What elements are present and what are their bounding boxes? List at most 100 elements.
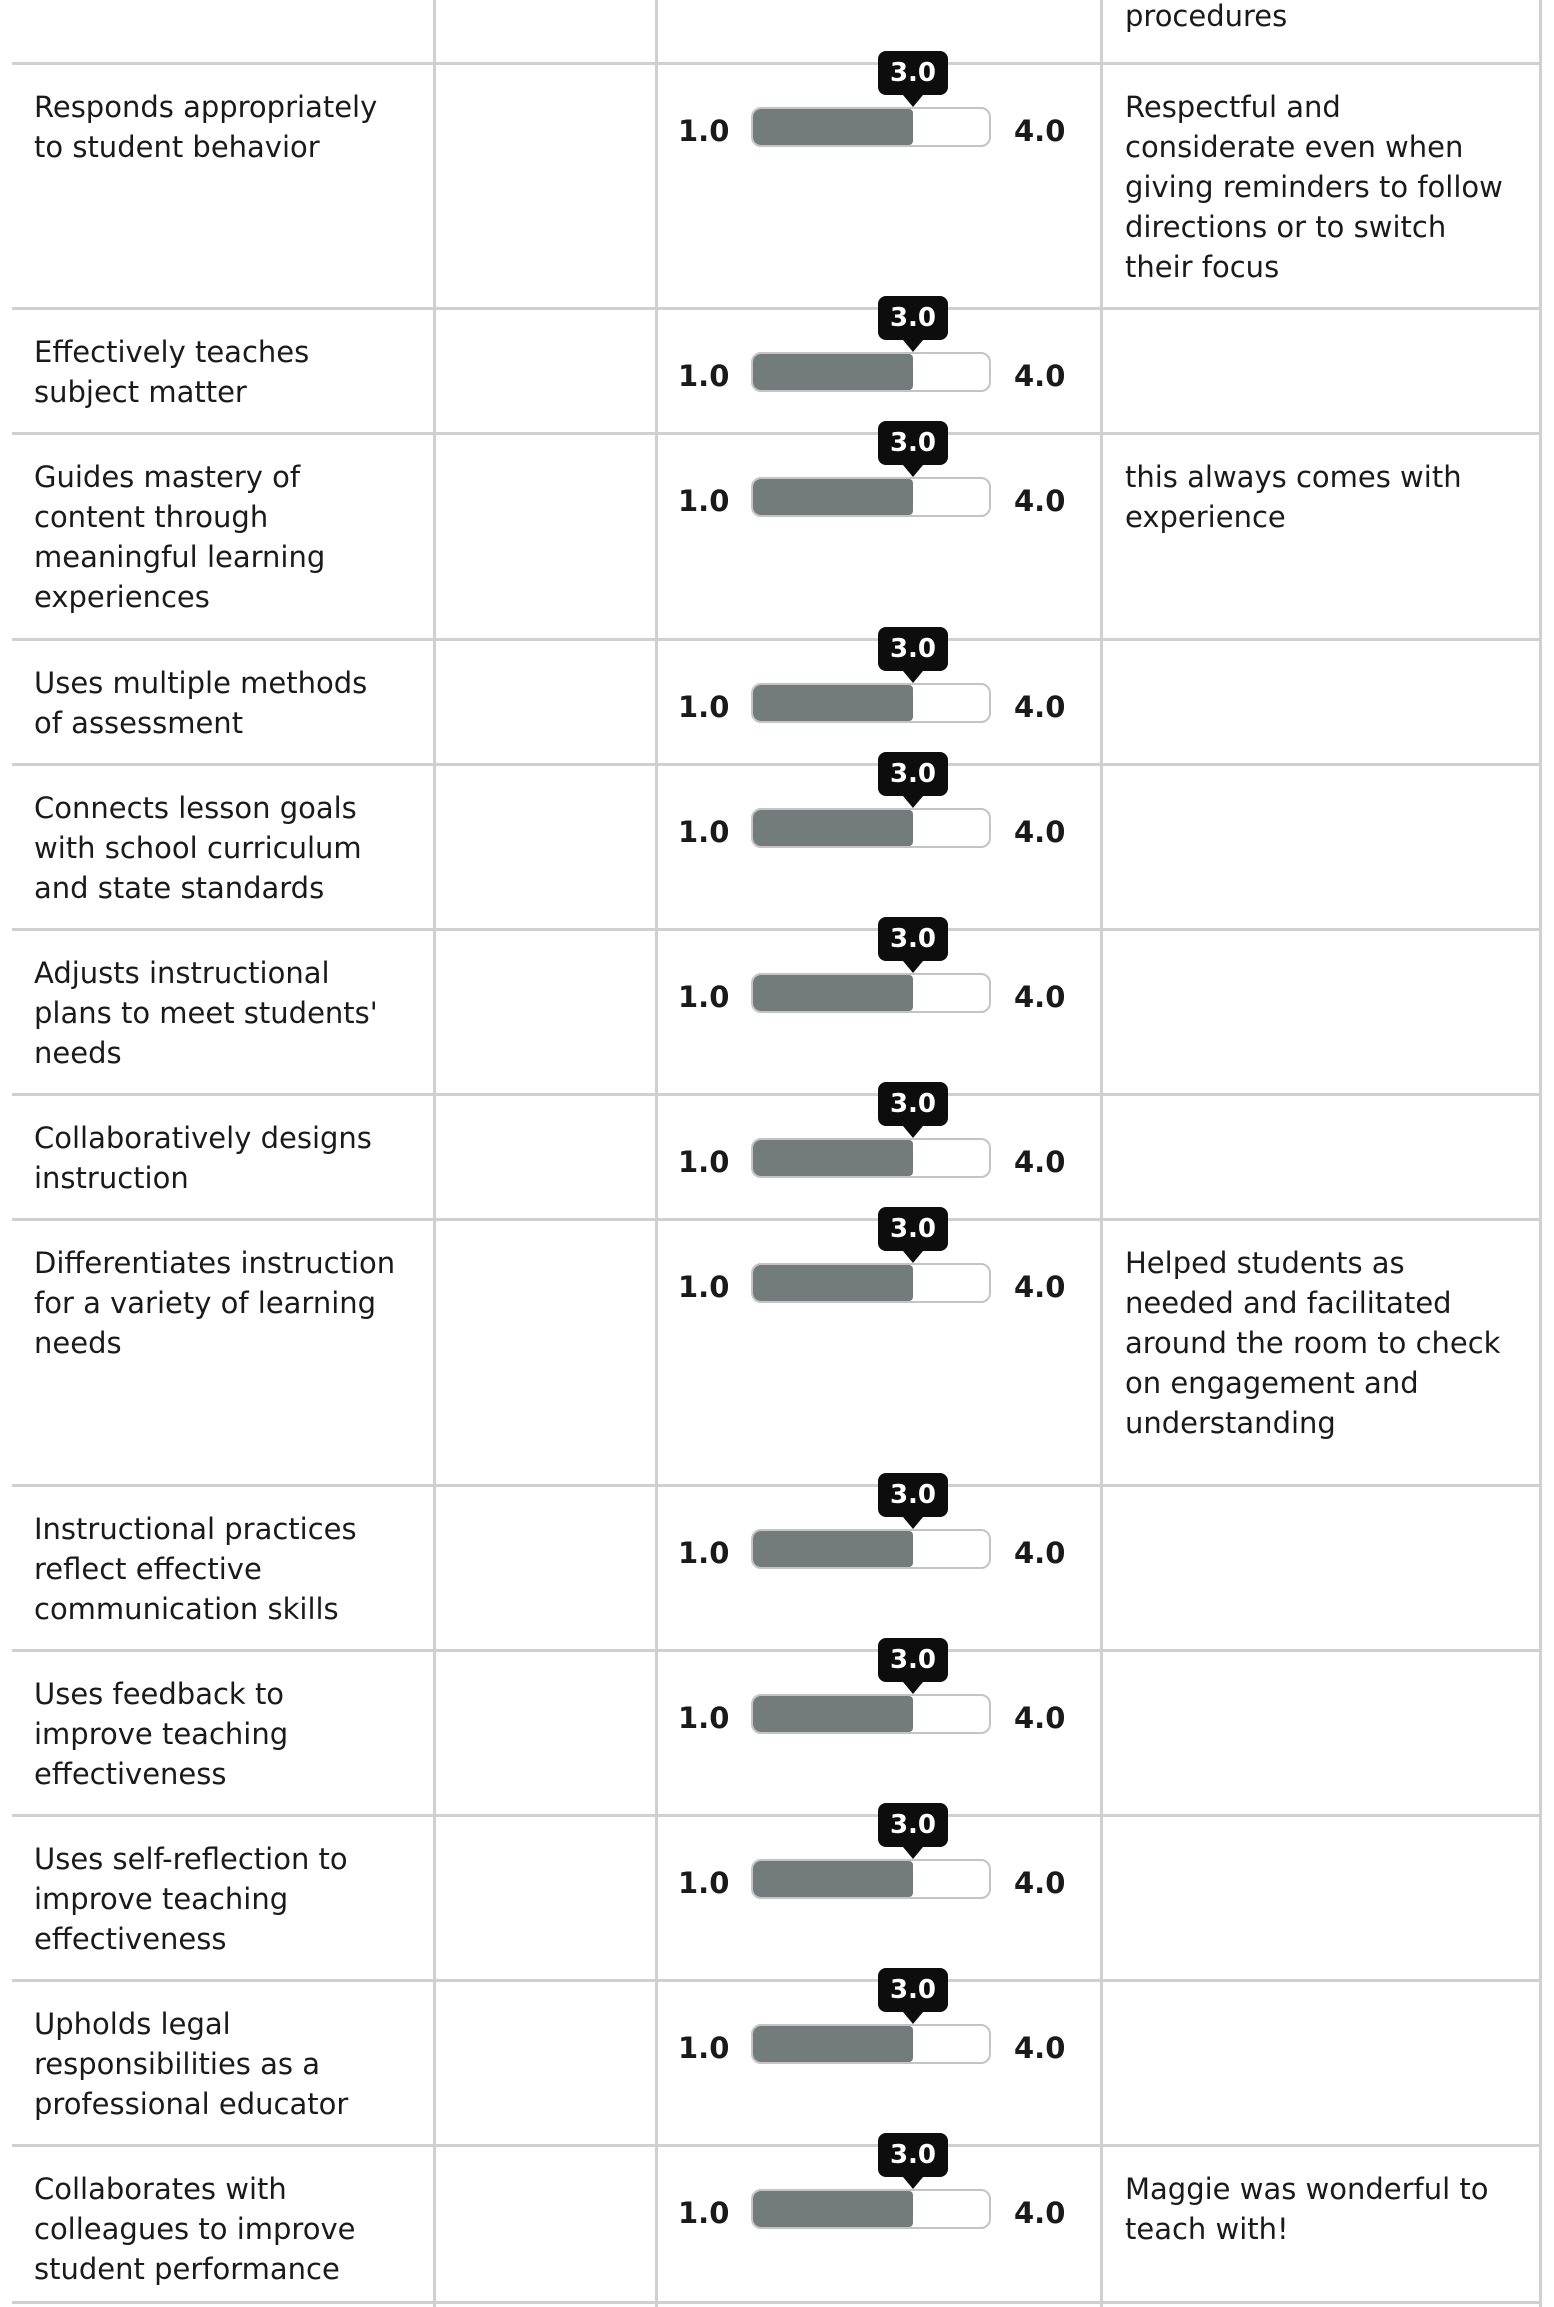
comment-text: procedures <box>1125 0 1288 33</box>
slider-fill <box>753 975 913 1011</box>
scale-max-label: 4.0 <box>1014 1270 1066 1304</box>
rating-slider[interactable]: 1.0 3.0 4.0 <box>658 2133 1103 2247</box>
scale-max-label: 4.0 <box>1014 815 1066 849</box>
slider-fill <box>753 479 913 515</box>
slider-track[interactable]: 3.0 <box>751 917 991 1013</box>
slider-fill <box>753 685 913 721</box>
slider-track[interactable]: 3.0 <box>751 1473 991 1569</box>
comment-cell <box>1100 931 1542 1093</box>
slider-track[interactable]: 3.0 <box>751 627 991 723</box>
slider-track[interactable]: 3.0 <box>751 421 991 517</box>
criterion-cell: Guides mastery of content through meanin… <box>12 435 433 638</box>
rating-slider[interactable]: 1.0 3.0 4.0 <box>658 421 1103 535</box>
rating-slider[interactable]: 1.0 3.0 4.0 <box>658 1473 1103 1587</box>
scale-max-label: 4.0 <box>1014 1701 1066 1735</box>
slider-fill <box>753 2026 913 2062</box>
rating-cell: 1.0 3.0 4.0 <box>655 917 1103 1093</box>
rating-slider[interactable]: 1.0 3.0 4.0 <box>658 1968 1103 2082</box>
slider-track[interactable]: 3.0 <box>751 296 991 392</box>
rating-cell: 1.0 3.0 4.0 <box>655 1803 1103 1979</box>
criterion-label: Collaborates with colleagues to improve … <box>34 2172 356 2286</box>
rating-slider[interactable]: 1.0 3.0 4.0 <box>658 51 1103 165</box>
spacer-cell <box>433 310 655 432</box>
comment-cell <box>1100 1487 1542 1649</box>
rating-cell: 1.0 3.0 4.0 <box>655 1473 1103 1649</box>
rating-slider[interactable]: 1.0 3.0 4.0 <box>658 917 1103 1031</box>
rating-cell: 1.0 3.0 4.0 <box>655 1638 1103 1814</box>
slider-track[interactable]: 3.0 <box>751 1638 991 1734</box>
rating-slider[interactable]: 1.0 3.0 4.0 <box>658 1638 1103 1752</box>
rating-slider[interactable]: 1.0 3.0 4.0 <box>658 627 1103 741</box>
criterion-label: Uses multiple methods of assessment <box>34 666 368 740</box>
spacer-cell <box>433 2147 655 2307</box>
spacer-cell <box>433 65 655 307</box>
criterion-cell: Uses multiple methods of assessment <box>12 641 433 763</box>
table-row: Uses multiple methods of assessment 1.0 3.… <box>12 627 1542 763</box>
scale-min-label: 1.0 <box>678 980 730 1014</box>
table-row: Uses feedback to improve teaching effect… <box>12 1638 1542 1814</box>
slider-fill <box>753 2191 913 2227</box>
scale-min-label: 1.0 <box>678 359 730 393</box>
comment-cell: Helped students as needed and facilitate… <box>1100 1221 1542 1484</box>
scale-min-label: 1.0 <box>678 2196 730 2230</box>
table-row: Instructional practices reflect effectiv… <box>12 1473 1542 1649</box>
criterion-label: Upholds legal responsibilities as a prof… <box>34 2007 349 2121</box>
comment-cell <box>1100 766 1542 928</box>
criterion-cell: Instructional practices reflect effectiv… <box>12 1487 433 1649</box>
rating-slider[interactable]: 1.0 3.0 4.0 <box>658 752 1103 866</box>
table-row: Connects lesson goals with school curric… <box>12 752 1542 928</box>
rating-cell <box>655 0 1100 62</box>
scale-min-label: 1.0 <box>678 1701 730 1735</box>
comment-cell <box>1100 310 1542 432</box>
rating-value-tooltip: 3.0 <box>878 421 948 477</box>
slider-fill <box>753 1265 913 1301</box>
rating-cell: 1.0 3.0 4.0 <box>655 627 1103 763</box>
comment-cell: this always comes with experience <box>1100 435 1542 638</box>
scale-min-label: 1.0 <box>678 1145 730 1179</box>
criterion-cell: Responds appropriately to student behavi… <box>12 65 433 307</box>
criterion-label: Adjusts instructional plans to meet stud… <box>34 956 378 1070</box>
slider-track[interactable]: 3.0 <box>751 1803 991 1899</box>
table-row: Adjusts instructional plans to meet stud… <box>12 917 1542 1093</box>
rating-cell: 1.0 3.0 4.0 <box>655 1082 1103 1218</box>
slider-fill <box>753 1531 913 1567</box>
slider-track[interactable]: 3.0 <box>751 1207 991 1303</box>
slider-track[interactable]: 3.0 <box>751 752 991 848</box>
scale-min-label: 1.0 <box>678 1536 730 1570</box>
comment-cell <box>1100 1982 1542 2144</box>
rating-slider[interactable]: 1.0 3.0 4.0 <box>658 1803 1103 1917</box>
slider-track[interactable]: 3.0 <box>751 1082 991 1178</box>
spacer-cell <box>433 1487 655 1649</box>
slider-track[interactable]: 3.0 <box>751 2133 991 2229</box>
table-row: Responds appropriately to student behavi… <box>12 51 1542 307</box>
comment-cell <box>1100 1817 1542 1979</box>
scale-max-label: 4.0 <box>1014 2031 1066 2065</box>
slider-track[interactable]: 3.0 <box>751 51 991 147</box>
rating-value-tooltip: 3.0 <box>878 1803 948 1859</box>
criterion-cell <box>12 0 433 62</box>
slider-fill <box>753 354 913 390</box>
criterion-label: Instructional practices reflect effectiv… <box>34 1512 357 1626</box>
comment-cell: Maggie was wonderful to teach with! <box>1100 2147 1542 2307</box>
rating-slider[interactable]: 1.0 3.0 4.0 <box>658 1207 1103 1321</box>
rating-slider[interactable]: 1.0 3.0 4.0 <box>658 296 1103 410</box>
slider-fill <box>753 109 913 145</box>
rating-value-tooltip: 3.0 <box>878 752 948 808</box>
rating-slider[interactable]: 1.0 3.0 4.0 <box>658 1082 1103 1196</box>
rating-cell: 1.0 3.0 4.0 <box>655 2133 1103 2307</box>
slider-fill <box>753 1861 913 1897</box>
scale-min-label: 1.0 <box>678 484 730 518</box>
slider-track[interactable]: 3.0 <box>751 1968 991 2064</box>
scale-min-label: 1.0 <box>678 690 730 724</box>
slider-fill <box>753 1140 913 1176</box>
spacer-cell <box>433 1982 655 2144</box>
table-row: Upholds legal responsibilities as a prof… <box>12 1968 1542 2144</box>
table-row: Differentiates instruction for a variety… <box>12 1207 1542 1484</box>
criterion-cell: Differentiates instruction for a variety… <box>12 1221 433 1484</box>
spacer-cell <box>433 435 655 638</box>
scale-max-label: 4.0 <box>1014 359 1066 393</box>
rating-value-tooltip: 3.0 <box>878 917 948 973</box>
table-row-fragment: procedures <box>12 0 1542 62</box>
criterion-cell: Collaborates with colleagues to improve … <box>12 2147 433 2307</box>
